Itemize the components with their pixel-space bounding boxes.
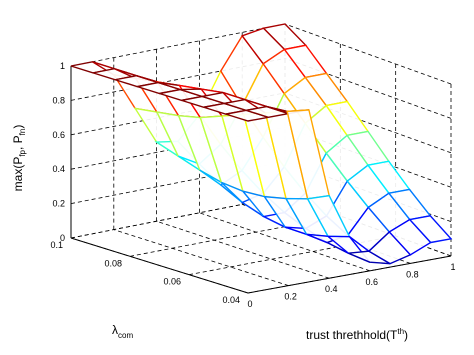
z-axis-label: max(Pfp, Pfn) — [11, 125, 27, 192]
back-wall-grid-line — [70, 126, 286, 170]
z-tick-label: 0.4 — [52, 164, 65, 174]
floor-grid-line — [199, 212, 370, 272]
z-tick-label: 0.6 — [52, 130, 65, 140]
x-axis-label: trust threthhold(Tth) — [306, 327, 408, 342]
x-axis-label-main: trust threthhold(T — [306, 328, 398, 342]
back-wall-grid-line — [70, 23, 286, 67]
back-wall-grid-line — [70, 195, 286, 239]
x-tick-label: 0.8 — [406, 269, 419, 279]
y-axis-line — [70, 237, 249, 294]
y-axis-label: λcom — [112, 323, 133, 340]
z-axis-label-sub1: fp — [18, 149, 27, 156]
back-wall-grid-line — [70, 58, 286, 101]
x-tick-label: 1 — [450, 262, 455, 272]
side-wall-grid-line — [284, 23, 452, 85]
x-tick-label: 0.2 — [284, 292, 297, 302]
x-axis-label-tail: ) — [404, 328, 408, 342]
back-wall-grid-line — [70, 161, 286, 204]
ticks-layer: 0 0.2 0.4 0.6 0.8 1 0 0.2 0.4 0.6 0.8 1 0.04 0.06 0.08… — [50, 61, 455, 309]
back-wall-grid-line — [70, 92, 286, 136]
y-tick-label: 0.1 — [50, 240, 63, 250]
z-tick-label: 0 — [60, 233, 65, 243]
z-tick-label: 0.8 — [52, 95, 65, 105]
z-tick-label: 0.2 — [52, 199, 65, 209]
y-axis-label-sub: com — [118, 331, 133, 340]
z-axis-label-mid: , P — [11, 135, 25, 150]
x-axis-line — [247, 255, 452, 294]
z-axis-label-sub2: fn — [18, 129, 27, 136]
x-tick-label: 0.4 — [325, 284, 338, 294]
y-tick-label: 0.04 — [222, 295, 240, 305]
x-tick-label: 0 — [247, 299, 252, 309]
x-tick-label: 0.6 — [366, 277, 379, 287]
x-axis-label-sup: th — [397, 327, 404, 336]
z-tick-label: 1 — [60, 61, 65, 71]
z-axis-label-tail: ) — [11, 125, 25, 129]
floor-grid-line — [156, 220, 330, 279]
surface-patch — [408, 215, 453, 244]
z-axis-label-main: max(P — [11, 157, 25, 192]
y-tick-label: 0.08 — [104, 258, 122, 268]
y-axis-label-main: λ — [112, 323, 118, 337]
surface-layer — [70, 23, 453, 265]
floor-grid-line — [113, 229, 289, 286]
y-tick-label: 0.06 — [163, 277, 181, 287]
